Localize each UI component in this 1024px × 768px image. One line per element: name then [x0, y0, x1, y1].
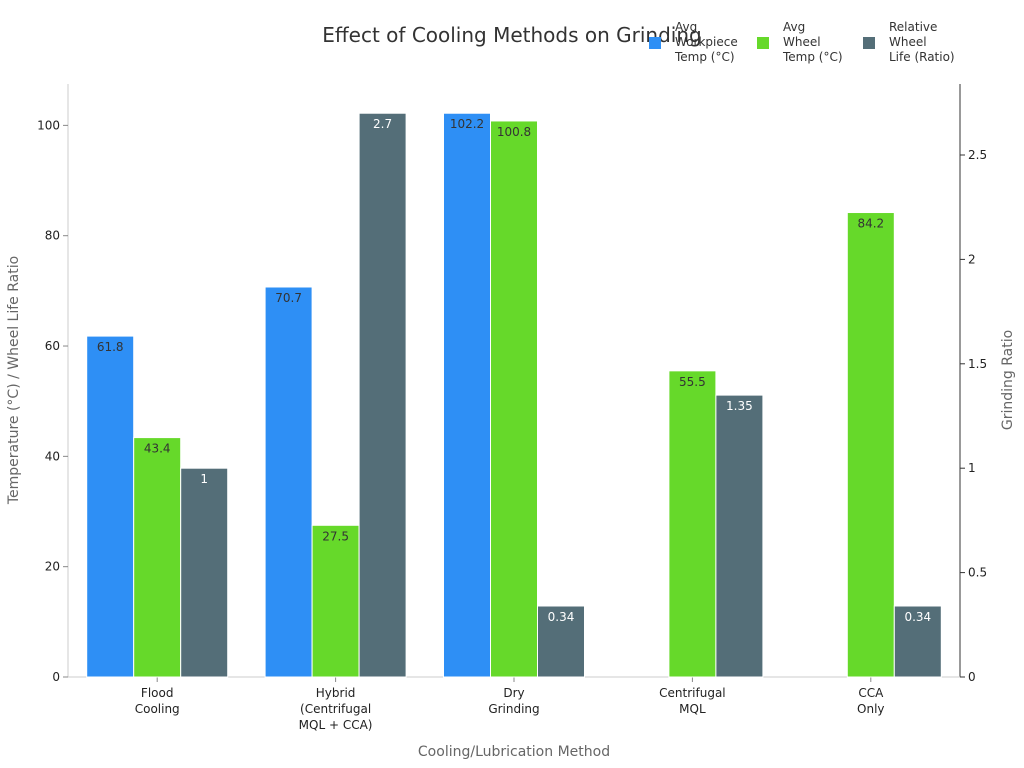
y-right-tick-label: 0	[968, 670, 976, 684]
legend-label: Relative Wheel Life (Ratio)	[889, 20, 955, 64]
x-tick-label-line: CCA	[858, 686, 884, 700]
x-tick-label-line: MQL + CCA)	[299, 718, 373, 732]
y-axis-left-title: Temperature (°C) / Wheel Life Ratio	[6, 256, 22, 505]
bar	[490, 120, 538, 678]
bar-labels-layer: 61.8 43.4 1 70.7 27.5 2.7 102.2 100.8 0.34 55.5 1.…	[97, 117, 931, 624]
bar-data-label: 102.2	[450, 117, 484, 131]
bar-data-label: 84.2	[857, 217, 884, 231]
y-right-tick-label: 2.5	[968, 148, 987, 162]
x-tick-label-line: Centrifugal	[659, 686, 725, 700]
bar-data-label: 2.7	[373, 117, 392, 131]
bar-data-label: 27.5	[322, 529, 349, 543]
legend-label-line: Wheel	[889, 35, 927, 49]
bar-data-label: 55.5	[679, 375, 706, 389]
bar	[668, 370, 717, 678]
bar-data-label: 43.4	[144, 442, 171, 456]
bar-data-label: 70.7	[275, 291, 302, 305]
legend-label-line: Avg	[783, 20, 805, 34]
y-left-tick-label: 60	[45, 339, 60, 353]
x-tick-label-line: Only	[857, 702, 885, 716]
legend-label-line: Life (Ratio)	[889, 50, 955, 64]
bar	[133, 437, 182, 678]
y-left-tick-label: 0	[52, 670, 60, 684]
bar	[311, 524, 360, 678]
y-axis-right-title: Grinding Ratio	[1000, 330, 1016, 430]
x-tick-label: CCA Only	[857, 686, 885, 716]
y-right-tick-label: 0.5	[968, 566, 987, 580]
y-right-tick-label: 2	[968, 252, 976, 266]
x-tick-label-line: MQL	[679, 702, 706, 716]
bar-data-label: 1.35	[726, 399, 753, 413]
bar	[86, 335, 135, 678]
x-axis-title: Cooling/Lubrication Method	[418, 744, 610, 760]
legend-label-line: Temp (°C)	[674, 50, 735, 64]
legend-label-line: Relative	[889, 20, 937, 34]
bar	[893, 605, 942, 678]
legend-label: Avg Workpiece Temp (°C)	[674, 20, 738, 64]
legend-label-line: Temp (°C)	[782, 50, 843, 64]
bar-data-label: 61.8	[97, 340, 124, 354]
legend-label: Avg Wheel Temp (°C)	[782, 20, 843, 64]
legend-label-line: Workpiece	[675, 35, 738, 49]
x-tick-label-line: Cooling	[135, 702, 180, 716]
y-right-tick-label: 1.5	[968, 357, 987, 371]
x-tick-label: Flood Cooling	[135, 686, 180, 716]
bar	[264, 286, 313, 678]
bar-data-label: 0.34	[904, 610, 931, 624]
legend-swatch	[863, 37, 875, 49]
x-tick-label-line: Hybrid	[316, 686, 356, 700]
legend: Avg Workpiece Temp (°C)Avg Wheel Temp (°C)Re…	[649, 20, 955, 64]
bar	[846, 212, 895, 678]
y-left-tick-label: 100	[37, 118, 60, 132]
x-tick-label-line: Grinding	[488, 702, 539, 716]
x-tick-label-line: Flood	[141, 686, 174, 700]
y-left-tick-label: 20	[45, 560, 60, 574]
x-tick-label-line: Dry	[503, 686, 524, 700]
bar-data-label: 100.8	[497, 125, 531, 139]
y-right-tick-label: 1	[968, 461, 976, 475]
bar-data-label: 0.34	[548, 610, 575, 624]
chart-title: Effect of Cooling Methods on Grinding	[322, 23, 701, 47]
y-left-tick-label: 40	[45, 449, 60, 463]
y-left-tick-label: 80	[45, 229, 60, 243]
legend-swatch	[649, 37, 661, 49]
legend-label-line: Wheel	[783, 35, 821, 49]
bar-data-label: 1	[200, 472, 208, 486]
bar	[443, 112, 491, 678]
bar	[537, 605, 585, 678]
legend-swatch	[757, 37, 769, 49]
bar	[358, 112, 407, 678]
x-tick-label-line: (Centrifugal	[300, 702, 371, 716]
bar	[180, 467, 229, 678]
bar	[715, 394, 764, 678]
bars-layer	[86, 112, 942, 678]
legend-label-line: Avg	[675, 20, 697, 34]
x-tick-label: Hybrid (Centrifugal MQL + CCA)	[299, 686, 373, 732]
x-tick-label: Centrifugal MQL	[659, 686, 725, 716]
x-tick-label: Dry Grinding	[488, 686, 539, 716]
